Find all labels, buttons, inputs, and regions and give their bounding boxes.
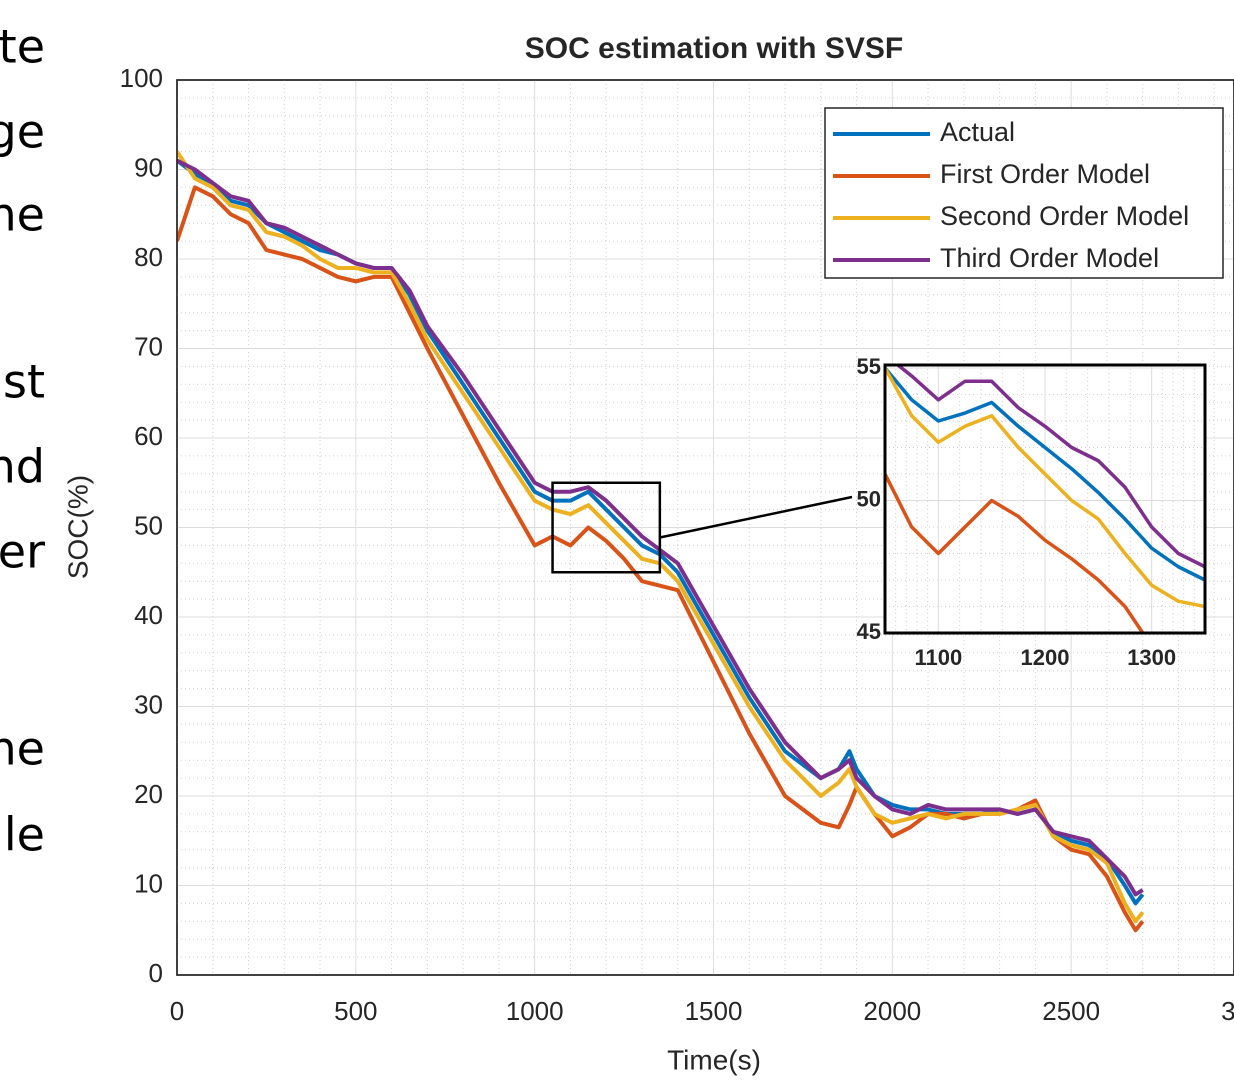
chart-title: SOC estimation with SVSF [525, 32, 903, 65]
y-tick-label: 0 [149, 958, 163, 988]
legend-label: First Order Model [940, 159, 1150, 189]
slide-text: ne [0, 188, 45, 242]
y-tick-label: 55 [857, 354, 881, 379]
slide-text: ne [0, 722, 45, 776]
zoom-connector [659, 495, 853, 539]
y-tick-label: 70 [134, 331, 163, 361]
series-line [895, 365, 1205, 569]
slide-text: ge [0, 105, 45, 159]
y-tick-label: 40 [134, 600, 163, 630]
x-tick-label: 500 [334, 996, 377, 1026]
zoom-box [551, 481, 662, 574]
x-tick-label: 2000 [863, 996, 921, 1026]
x-tick-label: 1000 [506, 996, 564, 1026]
legend-box [824, 107, 1224, 279]
x-tick-label: 1100 [914, 645, 962, 670]
y-tick-label: 100 [120, 63, 163, 93]
y-tick-label: 10 [134, 868, 163, 898]
series-line [885, 366, 1205, 582]
series-group [177, 150, 1145, 933]
legend-label: Actual [940, 117, 1015, 147]
x-axis-label: Time(s) [667, 1044, 761, 1075]
x-tick-label: 1300 [1127, 645, 1176, 670]
y-tick-label: 45 [857, 619, 881, 644]
plot-border [883, 363, 1207, 635]
x-tick-label: 3000 [1221, 996, 1234, 1026]
y-tick-label: 20 [134, 779, 163, 809]
series-group [885, 365, 1205, 633]
series-line [885, 367, 1205, 609]
slide-text: er [0, 525, 45, 579]
series-line [177, 150, 1145, 924]
plot-border [176, 79, 1234, 976]
y-tick-label: 90 [134, 152, 163, 182]
legend-label: Third Order Model [940, 243, 1159, 273]
x-tick-label: 1500 [685, 996, 743, 1026]
series-line [885, 473, 1145, 633]
y-axis-label: SOC(%) [62, 475, 93, 579]
x-tick-label: 1200 [1021, 645, 1070, 670]
slide-text: te [0, 20, 45, 74]
slide-text: st [3, 355, 45, 409]
y-tick-label: 60 [134, 421, 163, 451]
legend-label: Second Order Model [940, 201, 1189, 231]
slide-text: nd [0, 440, 45, 494]
y-tick-label: 50 [857, 486, 881, 511]
x-tick-label: 2500 [1042, 996, 1100, 1026]
y-tick-label: 30 [134, 689, 163, 719]
slide-text: le [4, 808, 45, 862]
x-tick-label: 0 [170, 996, 184, 1026]
series-line [177, 158, 1144, 897]
y-tick-label: 50 [134, 510, 163, 540]
y-tick-label: 80 [134, 242, 163, 272]
